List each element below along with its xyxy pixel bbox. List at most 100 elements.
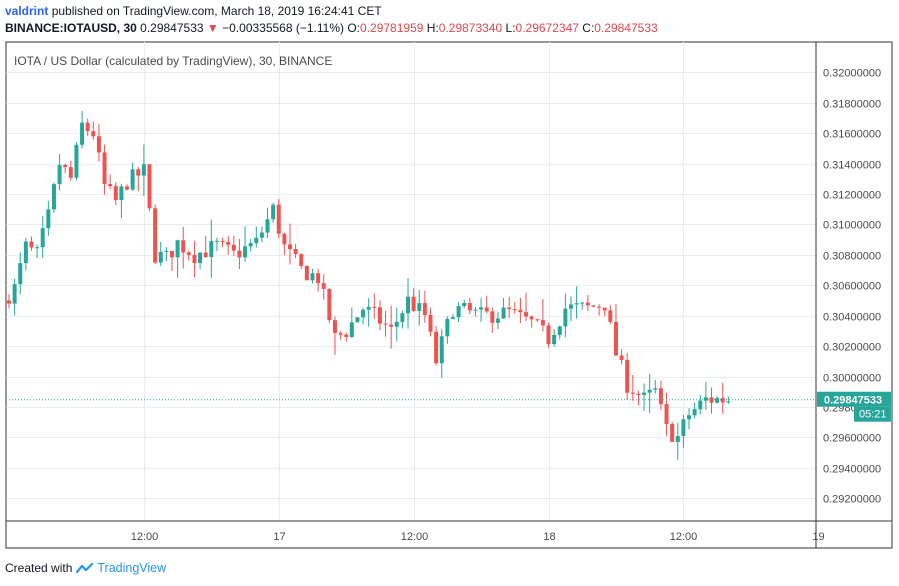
x-tick-label: 18 bbox=[543, 531, 555, 543]
candle-body bbox=[703, 397, 708, 401]
y-tick-label: 0.31000000 bbox=[823, 220, 881, 232]
x-tick-label: 12:00 bbox=[670, 531, 698, 543]
candle-body bbox=[394, 321, 399, 327]
candle-body bbox=[462, 302, 467, 307]
x-tick-label: 19 bbox=[812, 531, 824, 543]
candle-body bbox=[181, 240, 186, 253]
candle-body bbox=[411, 296, 416, 311]
last-price-badge: 0.29847533 05:21 bbox=[817, 391, 891, 422]
y-tick-label: 0.31200000 bbox=[823, 190, 881, 202]
candle-body bbox=[316, 273, 321, 284]
candle-body bbox=[186, 252, 191, 256]
y-tick-label: 0.30400000 bbox=[823, 312, 881, 324]
candle-body bbox=[479, 307, 484, 310]
y-tick-label: 0.31600000 bbox=[823, 129, 881, 141]
candle-body bbox=[282, 233, 287, 245]
candle-body bbox=[473, 309, 478, 311]
chart-frame bbox=[5, 41, 893, 549]
candle-body bbox=[74, 144, 79, 178]
candle-body bbox=[332, 320, 337, 333]
last-price: 0.29847533 bbox=[140, 21, 204, 35]
candle-body bbox=[248, 243, 253, 247]
candle-body bbox=[585, 302, 590, 306]
candle-body bbox=[119, 186, 124, 201]
candle-body bbox=[524, 312, 529, 317]
candle-body bbox=[254, 237, 259, 244]
candle-body bbox=[664, 404, 669, 424]
candle-body bbox=[85, 122, 90, 132]
candle-body bbox=[580, 302, 585, 304]
candle-body bbox=[726, 401, 731, 403]
candle-body bbox=[501, 307, 506, 319]
last-price-label: 0.29847533 bbox=[824, 395, 882, 407]
candles-layer bbox=[6, 110, 816, 460]
candle-body bbox=[597, 306, 602, 308]
candle-body bbox=[434, 331, 439, 364]
candle-body bbox=[495, 318, 500, 323]
candle-body bbox=[164, 250, 169, 253]
y-tick-label: 0.30200000 bbox=[823, 342, 881, 354]
candle-body bbox=[96, 136, 101, 153]
symbol-info: BINANCE:IOTAUSD, 30 0.29847533 ▼ −0.0033… bbox=[5, 21, 658, 35]
open-value: 0.29781959 bbox=[360, 21, 424, 35]
candle-body bbox=[113, 186, 118, 201]
candle-body bbox=[18, 263, 23, 285]
candle-body bbox=[108, 184, 113, 187]
candle-body bbox=[226, 241, 231, 245]
candle-body bbox=[327, 288, 332, 321]
candle-body bbox=[175, 240, 180, 258]
candle-body bbox=[540, 320, 545, 326]
candle-body bbox=[203, 252, 208, 258]
candle-body bbox=[276, 204, 281, 234]
candle-body bbox=[192, 255, 197, 264]
candle-body bbox=[12, 284, 17, 304]
candle-body bbox=[417, 303, 422, 311]
candle-body bbox=[630, 392, 635, 394]
candle-body bbox=[681, 419, 686, 436]
published-text: published on TradingView.com, March 18, … bbox=[51, 4, 382, 18]
candle-body bbox=[602, 307, 607, 311]
candle-body bbox=[51, 184, 56, 210]
candle-body bbox=[535, 319, 540, 321]
candle-body bbox=[63, 164, 68, 168]
time-axis[interactable]: 12:00 17 12:00 18 12:00 19 bbox=[131, 531, 825, 543]
price-axis[interactable]: 0.292000000.294000000.296000000.29800000… bbox=[823, 68, 881, 506]
last-price-badge-bg bbox=[817, 391, 891, 407]
candle-body bbox=[80, 122, 85, 145]
y-tick-label: 0.31400000 bbox=[823, 160, 881, 172]
candle-body bbox=[467, 302, 472, 311]
candle-body bbox=[7, 300, 11, 304]
candle-body bbox=[574, 303, 579, 305]
tradingview-logo-icon bbox=[76, 562, 94, 574]
author-name[interactable]: valdrint bbox=[5, 4, 49, 18]
countdown-label: 05:21 bbox=[859, 409, 887, 421]
candle-body bbox=[237, 250, 242, 258]
x-tick-label: 12:00 bbox=[401, 531, 429, 543]
candle-body bbox=[214, 240, 219, 242]
candle-body bbox=[265, 219, 270, 233]
y-tick-label: 0.30600000 bbox=[823, 281, 881, 293]
candle-body bbox=[377, 307, 382, 324]
candle-body bbox=[310, 273, 315, 281]
close-label: C: bbox=[582, 21, 595, 35]
candle-body bbox=[642, 392, 647, 396]
candle-body bbox=[136, 169, 141, 176]
candle-body bbox=[422, 303, 427, 316]
candle-body bbox=[687, 415, 692, 420]
candle-body bbox=[271, 204, 276, 220]
candle-body bbox=[647, 389, 652, 393]
candle-body bbox=[344, 334, 349, 337]
footer: Created with TradingView bbox=[5, 561, 166, 575]
candle-body bbox=[613, 321, 618, 356]
candle-body bbox=[57, 164, 62, 185]
candle-body bbox=[259, 232, 264, 238]
candle-body bbox=[670, 423, 675, 442]
tradingview-logo[interactable]: TradingView bbox=[76, 561, 166, 575]
candle-body bbox=[355, 317, 360, 323]
candle-body bbox=[439, 336, 444, 364]
candle-body bbox=[715, 398, 720, 403]
y-tick-label: 0.32000000 bbox=[823, 68, 881, 80]
candle-body bbox=[698, 400, 703, 410]
candle-body bbox=[389, 324, 394, 327]
